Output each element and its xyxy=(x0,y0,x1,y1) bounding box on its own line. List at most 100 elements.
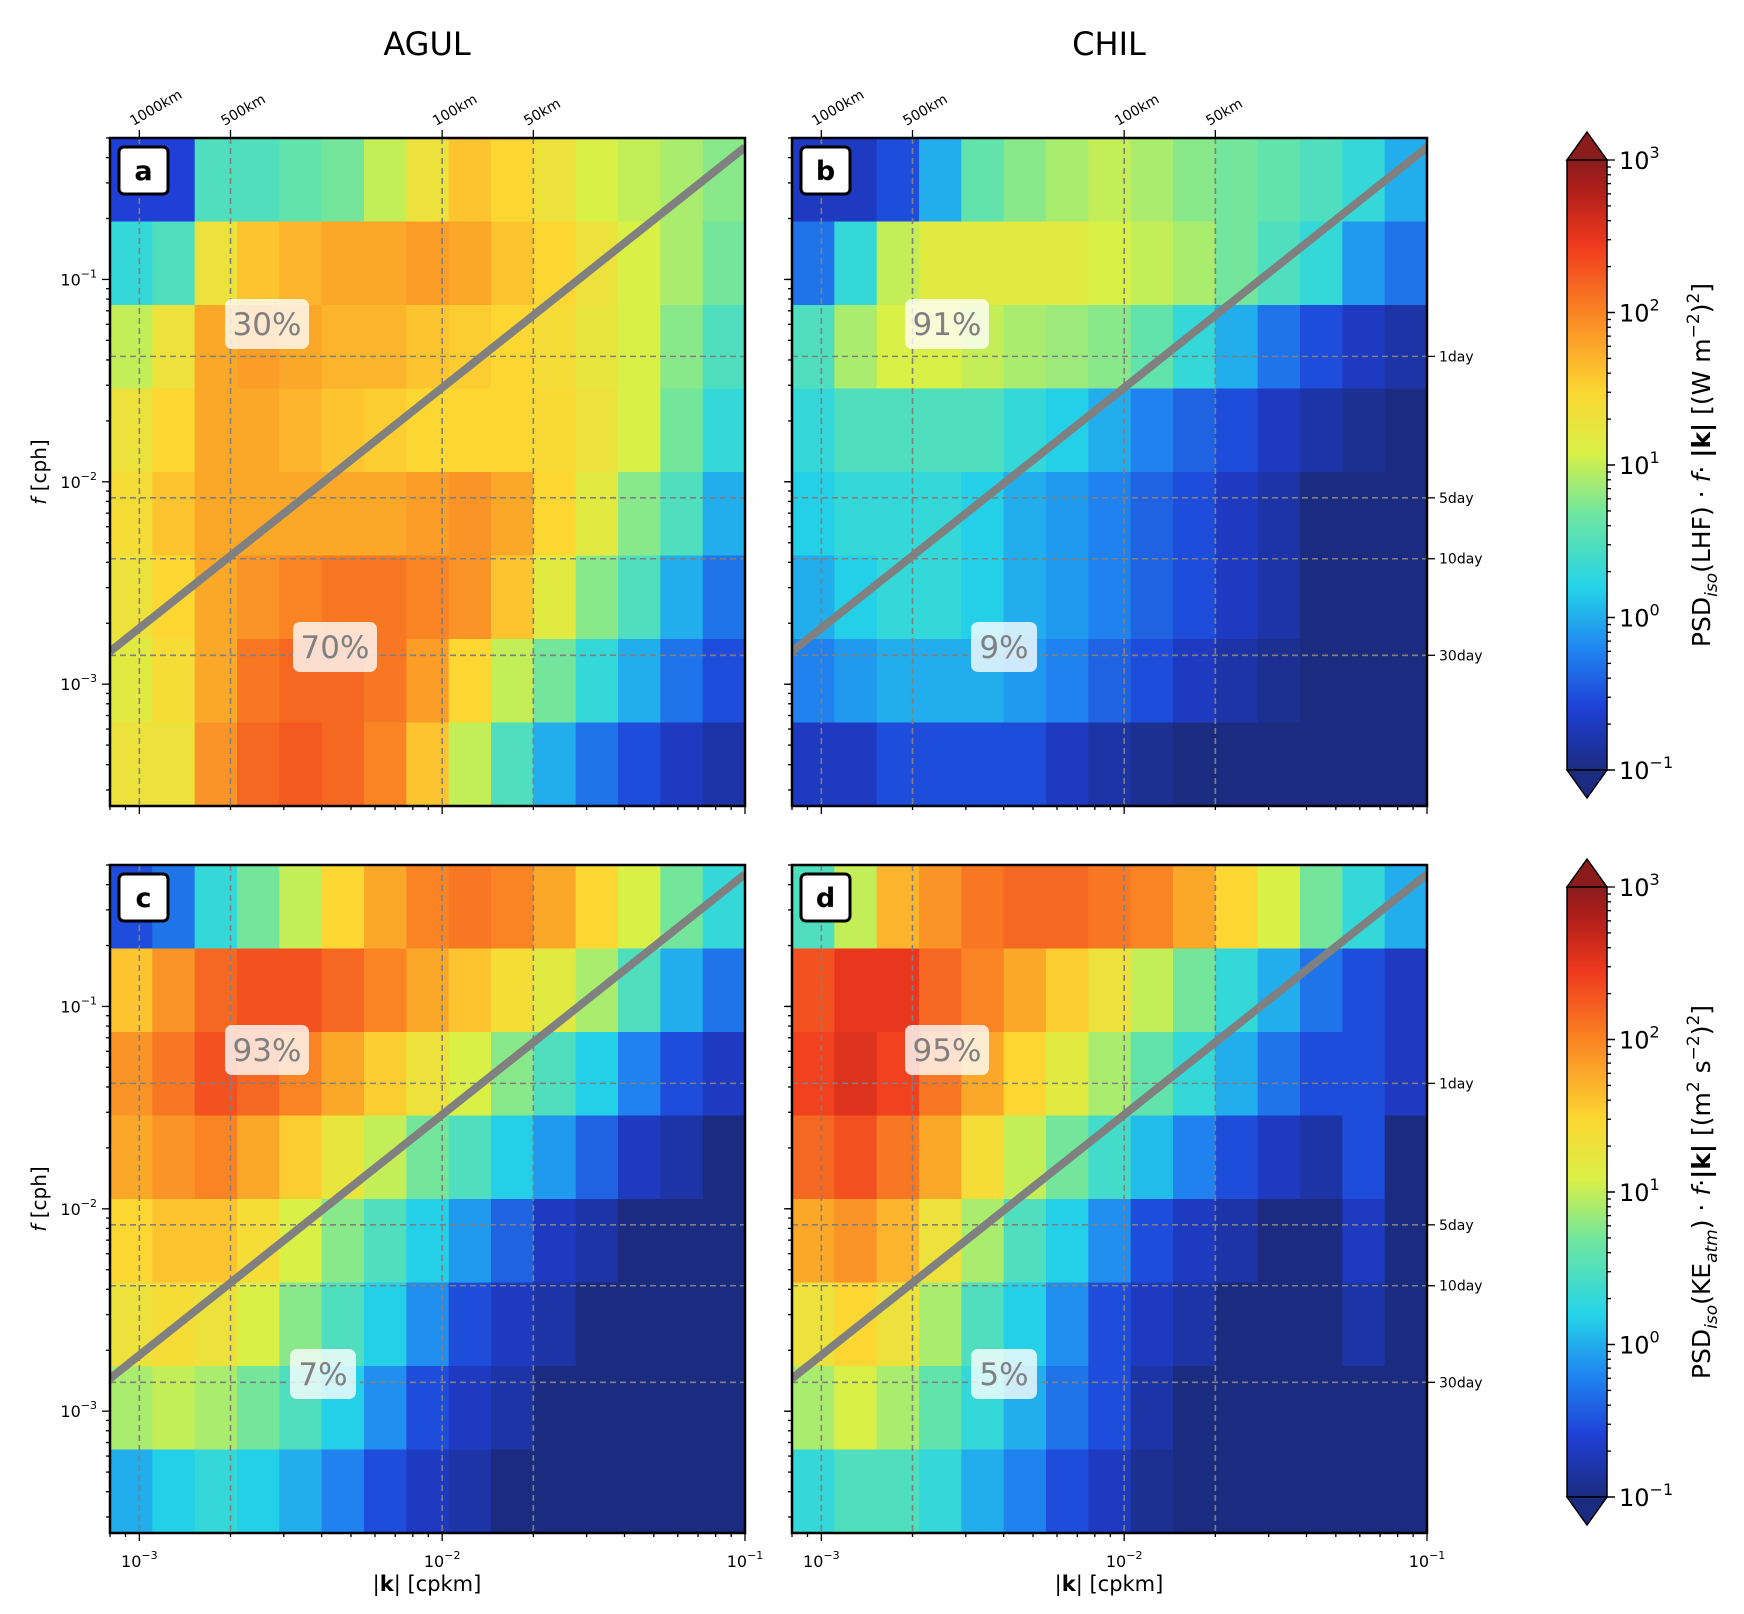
heatmap-d-cell xyxy=(1257,1115,1301,1200)
heatmap-a-cell xyxy=(152,388,196,473)
colorbar-top-body xyxy=(1566,159,1608,771)
heatmap-a-cell xyxy=(618,472,661,557)
heatmap-b-cell xyxy=(834,639,878,724)
heatmap-c-cell xyxy=(321,948,365,1033)
heatmap-b-cell xyxy=(1342,639,1386,724)
heatmap-c-cell xyxy=(110,1449,153,1533)
heatmap-d-cell xyxy=(834,1032,878,1117)
heatmap-b-cell xyxy=(834,472,878,557)
heatmap-b-cell xyxy=(919,722,962,806)
heatmap-d-cell xyxy=(1215,1032,1259,1117)
heatmap-d-cell xyxy=(919,1366,962,1451)
heatmap-c-cell xyxy=(364,1449,407,1533)
heatmap-b-cell xyxy=(1257,722,1301,806)
heatmap-d-cell xyxy=(961,1115,1005,1200)
heatmap-b-cell xyxy=(792,305,835,390)
heatmap-b-cell xyxy=(1046,722,1089,806)
heatmap-c-cell xyxy=(321,1032,365,1117)
heatmap-b-cell xyxy=(1342,555,1386,640)
heatmap-c-cell xyxy=(237,1449,280,1533)
heatmap-d-cell xyxy=(1215,1366,1259,1451)
heatmap-b-cell xyxy=(1215,138,1259,223)
heatmap-d-cell xyxy=(1046,1282,1089,1367)
panel-d: 10−3 10−2 10−1 1day 5day 10day 30day d 95% 5% xyxy=(784,863,1483,1571)
heatmap-d-cell xyxy=(919,865,962,950)
heatmap-a-cell xyxy=(575,555,619,640)
heatmap-b-cell xyxy=(919,388,962,473)
heatmap-a-cell xyxy=(533,388,577,473)
heatmap-c-cell xyxy=(660,1032,704,1117)
heatmap-d-cell xyxy=(961,1449,1005,1533)
colorbar-tick-label: 103 xyxy=(1619,870,1660,902)
heatmap-c-cell xyxy=(702,948,745,1033)
heatmap-a-cell xyxy=(152,472,196,557)
x-tick-label-d: 10−1 xyxy=(1409,1549,1446,1571)
heatmap-d-cell xyxy=(834,1115,878,1200)
heatmap-c-cell xyxy=(618,865,661,950)
heatmap-d-cell xyxy=(1300,1449,1343,1533)
heatmap-c-cell xyxy=(660,1449,704,1533)
heatmap-c-cell xyxy=(321,1449,365,1533)
heatmap-b-cell xyxy=(834,305,878,390)
y-tick-label-c: 10−3 xyxy=(60,1399,97,1421)
period-label-d: 1day xyxy=(1439,1076,1474,1092)
heatmap-d-cell xyxy=(1215,1115,1259,1200)
heatmap-d-cell xyxy=(1003,1032,1047,1117)
heatmap-b-cell xyxy=(1384,722,1427,806)
heatmap-d-cell xyxy=(792,1032,835,1117)
heatmap-b-cell xyxy=(1215,722,1259,806)
percent-upper-a-text: 30% xyxy=(233,307,302,343)
gridlines-a xyxy=(110,138,745,806)
heatmap-d-cell xyxy=(1384,1199,1427,1284)
heatmap-d-cell xyxy=(961,948,1005,1033)
heatmap-a-cell xyxy=(491,472,534,557)
heatmap-c-cell xyxy=(110,1366,153,1451)
heatmap-d-cell xyxy=(834,1449,878,1533)
heatmap-d-cell xyxy=(1215,1199,1259,1284)
heatmap-c-cell xyxy=(364,1366,407,1451)
heatmap-a-cell xyxy=(575,138,619,223)
heatmap-a-cell xyxy=(702,472,745,557)
heatmap-a-cell xyxy=(110,221,153,306)
heatmap-d-cell xyxy=(1003,1199,1047,1284)
heatmap-d-cell xyxy=(1130,865,1174,950)
heatmap-a-cell xyxy=(279,722,323,806)
heatmap-d-cell xyxy=(1173,1199,1216,1284)
heatmap-c-cell xyxy=(575,1032,619,1117)
column-title-chil: CHIL xyxy=(1072,25,1146,63)
heatmap-b-cell xyxy=(1342,305,1386,390)
heatmap-c-cell xyxy=(618,1115,661,1200)
heatmap-b-cell xyxy=(1257,472,1301,557)
heatmap-c-cell xyxy=(491,1366,534,1451)
percent-upper-d-text: 95% xyxy=(913,1033,982,1069)
heatmap-a-cell xyxy=(618,388,661,473)
heatmap-a-cell xyxy=(575,722,619,806)
heatmap-b-cell xyxy=(1046,221,1089,306)
heatmap-d-cell xyxy=(1046,1449,1089,1533)
heatmap-a-cell xyxy=(660,388,704,473)
heatmap-a-cell xyxy=(279,221,323,306)
percent-lower-d-text: 5% xyxy=(979,1357,1028,1393)
heatmap-b-cell xyxy=(961,722,1005,806)
heatmap-b-cell xyxy=(1046,555,1089,640)
period-label-b: 1day xyxy=(1439,349,1474,365)
heatmap-c-cell xyxy=(491,1115,534,1200)
heatmap-d-cell xyxy=(1130,948,1174,1033)
percent-lower-b-text: 9% xyxy=(979,630,1028,666)
heatmap-b-cell xyxy=(1300,722,1343,806)
heatmap-d-cell xyxy=(1215,1449,1259,1533)
heatmap-c-cell xyxy=(702,1199,745,1284)
heatmap-d-cell xyxy=(1342,1366,1386,1451)
heatmap-a-cell xyxy=(364,472,407,557)
heatmap-d-cell xyxy=(1046,865,1089,950)
heatmap-c-cell xyxy=(702,1115,745,1200)
gridlines-c xyxy=(110,865,745,1533)
heatmap-b-cell xyxy=(1215,305,1259,390)
heatmap-c-cell xyxy=(660,1366,704,1451)
heatmap-a-cell xyxy=(321,388,365,473)
heatmap-d-cell xyxy=(1300,1032,1343,1117)
heatmap-b-cell xyxy=(1003,722,1047,806)
panel-letter-a-text: a xyxy=(134,156,152,187)
heatmap-a-cell xyxy=(152,305,196,390)
